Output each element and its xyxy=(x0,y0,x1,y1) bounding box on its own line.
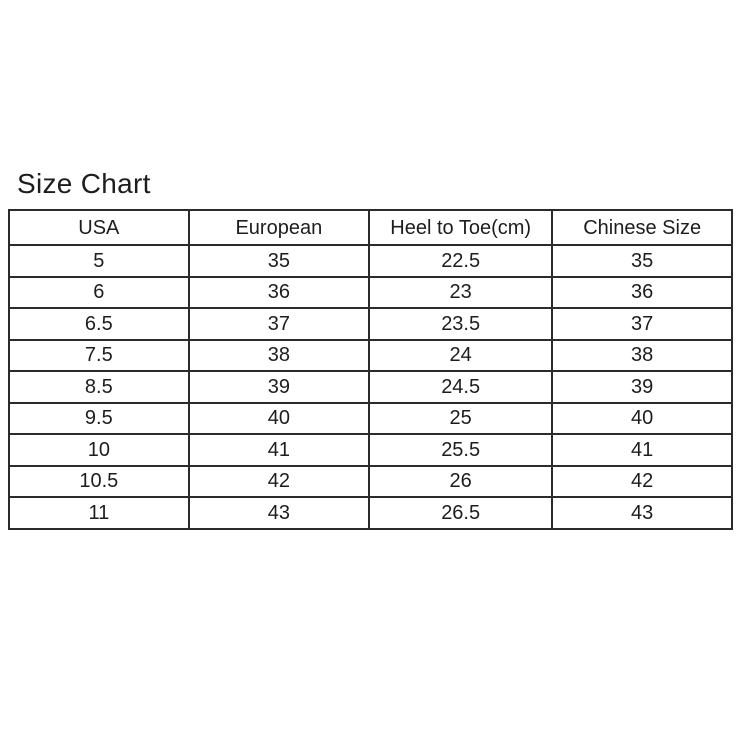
table-cell: 6.5 xyxy=(8,307,190,341)
table-cell: 24.5 xyxy=(368,370,554,404)
table-cell: 9.5 xyxy=(8,401,190,435)
table-cell: 39 xyxy=(551,370,733,404)
table-cell: 37 xyxy=(551,307,733,341)
table-cell: 36 xyxy=(551,275,733,309)
table-body: 5 35 22.5 35 6 36 23 36 6.5 37 23.5 37 7… xyxy=(8,244,733,530)
table-row: 6 36 23 36 xyxy=(8,275,733,309)
table-row: 8.5 39 24.5 39 xyxy=(8,370,733,404)
column-header-usa: USA xyxy=(8,209,190,246)
table-cell: 11 xyxy=(8,496,190,530)
table-cell: 26.5 xyxy=(368,496,554,530)
column-header-chinese-size: Chinese Size xyxy=(551,209,733,246)
header-row: USA European Heel to Toe(cm) Chinese Siz… xyxy=(8,209,733,246)
table-row: 10.5 42 26 42 xyxy=(8,464,733,498)
table-cell: 35 xyxy=(551,244,733,278)
column-header-european: European xyxy=(187,209,371,246)
size-chart-table: USA European Heel to Toe(cm) Chinese Siz… xyxy=(8,209,733,530)
table-cell: 36 xyxy=(187,275,371,309)
table-cell: 7.5 xyxy=(8,338,190,372)
table-row: 9.5 40 25 40 xyxy=(8,401,733,435)
table-cell: 43 xyxy=(551,496,733,530)
table-cell: 25 xyxy=(368,401,554,435)
table-row: 5 35 22.5 35 xyxy=(8,244,733,278)
table-cell: 25.5 xyxy=(368,433,554,467)
table-cell: 37 xyxy=(187,307,371,341)
table-row: 10 41 25.5 41 xyxy=(8,433,733,467)
table-cell: 42 xyxy=(551,464,733,498)
table-cell: 40 xyxy=(187,401,371,435)
column-header-heel-to-toe: Heel to Toe(cm) xyxy=(368,209,554,246)
table-header: USA European Heel to Toe(cm) Chinese Siz… xyxy=(8,209,733,246)
table-cell: 42 xyxy=(187,464,371,498)
table-cell: 40 xyxy=(551,401,733,435)
table-cell: 22.5 xyxy=(368,244,554,278)
table-row: 11 43 26.5 43 xyxy=(8,496,733,530)
table-cell: 8.5 xyxy=(8,370,190,404)
table-cell: 5 xyxy=(8,244,190,278)
table-cell: 10.5 xyxy=(8,464,190,498)
table-cell: 35 xyxy=(187,244,371,278)
page-title: Size Chart xyxy=(17,168,151,199)
table-cell: 43 xyxy=(187,496,371,530)
table-cell: 38 xyxy=(551,338,733,372)
table-cell: 38 xyxy=(187,338,371,372)
table-row: 7.5 38 24 38 xyxy=(8,338,733,372)
table-cell: 24 xyxy=(368,338,554,372)
table-cell: 41 xyxy=(187,433,371,467)
table-cell: 41 xyxy=(551,433,733,467)
table-cell: 26 xyxy=(368,464,554,498)
table-cell: 10 xyxy=(8,433,190,467)
table-row: 6.5 37 23.5 37 xyxy=(8,307,733,341)
table-cell: 6 xyxy=(8,275,190,309)
table-cell: 23.5 xyxy=(368,307,554,341)
table-cell: 23 xyxy=(368,275,554,309)
table-cell: 39 xyxy=(187,370,371,404)
